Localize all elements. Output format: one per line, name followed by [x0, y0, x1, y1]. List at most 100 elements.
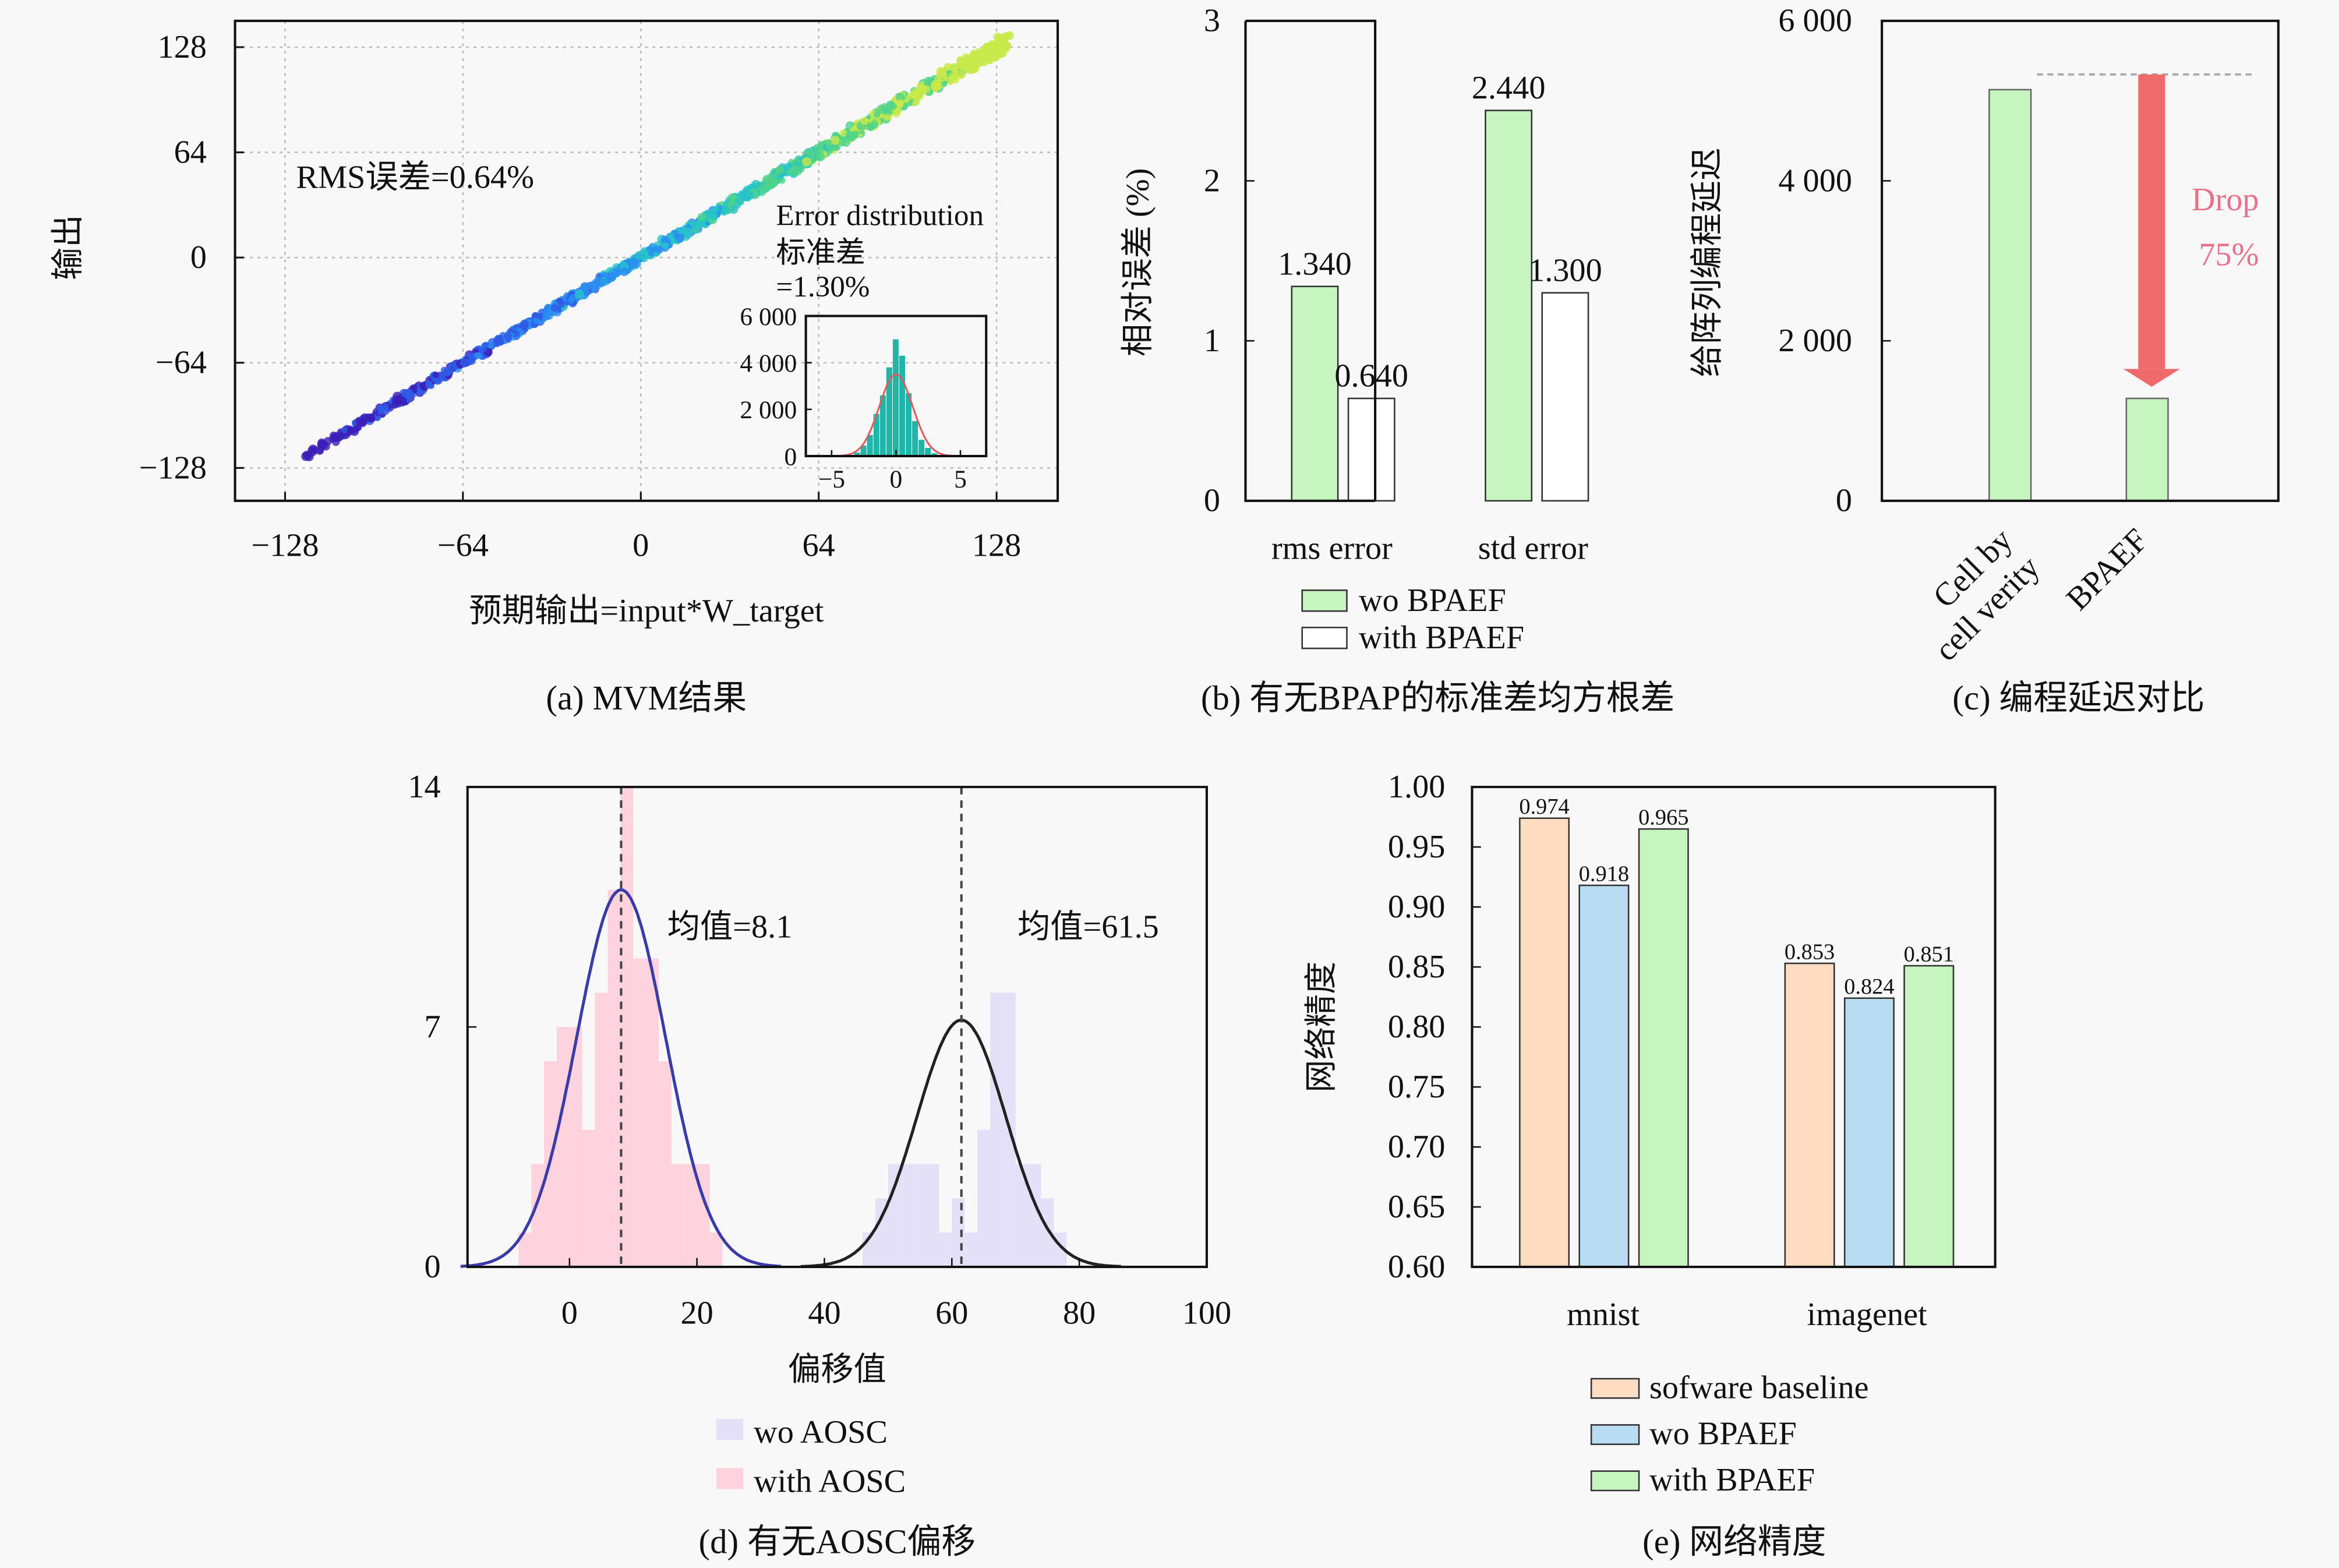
scatter-point: [952, 64, 959, 72]
scatter-point: [895, 107, 902, 114]
histogram-bar-with-aosc: [646, 958, 659, 1267]
scatter-point: [734, 197, 740, 204]
inset-x-tick-label: −5: [818, 465, 845, 493]
histogram-bar-with-aosc: [556, 1027, 570, 1267]
y-tick-label: 0.90: [1388, 889, 1446, 925]
histogram-bar-wo-aosc: [1015, 1164, 1029, 1267]
scatter-point: [970, 63, 980, 73]
scatter-point: [839, 129, 847, 137]
inset-histogram-bar: [931, 453, 938, 457]
bar-with-bpaef: [1541, 292, 1589, 502]
bar-value-label: 2.440: [1472, 70, 1546, 106]
inset-histogram-bar: [886, 367, 892, 457]
x-tick-label: 0: [633, 527, 649, 563]
scatter-point: [713, 206, 719, 213]
scatter-point: [595, 276, 602, 282]
y-tick-label: 0.60: [1388, 1249, 1446, 1285]
legend-swatch: [1590, 1378, 1640, 1399]
y-tick-label: −128: [139, 450, 207, 486]
scatter-point: [356, 418, 363, 426]
scatter-point: [425, 381, 433, 389]
caption-e: (e) 网络精度: [1642, 1523, 1826, 1560]
y-tick-label: 0: [1836, 483, 1852, 519]
scatter-point: [787, 168, 794, 175]
scatter-point: [745, 191, 754, 199]
scatter-point: [884, 114, 891, 121]
scatter-point: [751, 179, 761, 189]
inset-title-line-1: Error distribution: [776, 199, 984, 232]
scatter-point: [941, 72, 948, 78]
y-tick-label: −64: [156, 345, 207, 381]
bar-wo-bpaef: [1291, 285, 1339, 502]
scatter-point: [368, 414, 376, 422]
plot-frame: [1471, 786, 1997, 1269]
drop-arrow-head: [2123, 369, 2180, 387]
inset-histogram-bar: [899, 355, 905, 457]
scatter-point: [980, 55, 986, 62]
scatter-point: [684, 227, 691, 234]
scatter-point: [983, 43, 990, 50]
scatter-point: [467, 356, 476, 365]
inset-title-line-2: 标准差: [776, 236, 865, 269]
y-tick-label: 7: [425, 1009, 441, 1045]
scatter-point: [982, 49, 988, 55]
histogram-bar-wo-aosc: [913, 1164, 927, 1267]
scatter-point: [1004, 31, 1012, 39]
histogram-bar-with-aosc: [684, 1164, 697, 1267]
accuracy-bar: [1784, 962, 1835, 1268]
latency-bar: [1988, 89, 2032, 502]
accuracy-bar: [1638, 828, 1689, 1268]
accuracy-bar: [1843, 997, 1895, 1268]
scatter-point: [764, 181, 774, 190]
scatter-point: [992, 41, 999, 48]
scatter-point: [814, 145, 824, 155]
scatter-point: [959, 57, 966, 63]
y-tick-label: 6 000: [1778, 3, 1852, 39]
x-category-label: std error: [1478, 531, 1588, 567]
histogram-bar-wo-aosc: [926, 1164, 939, 1267]
histogram-bar-with-aosc: [607, 889, 621, 1267]
legend-swatch: [1301, 627, 1348, 649]
y-tick-label: 0.80: [1388, 1009, 1446, 1045]
y-tick-label: 1.00: [1388, 769, 1446, 805]
y-tick-label: 2 000: [1778, 323, 1852, 359]
y-tick-label: 0: [190, 239, 207, 276]
x-tick-label: 0: [561, 1295, 578, 1331]
y-tick-label: 3: [1204, 3, 1220, 39]
scatter-point: [474, 352, 482, 359]
drop-label: Drop: [2192, 182, 2259, 218]
scatter-point: [341, 426, 348, 433]
scatter-point: [442, 368, 451, 377]
scatter-point: [944, 62, 952, 71]
scatter-point: [907, 92, 914, 99]
histogram-bar-with-aosc: [709, 1232, 723, 1267]
y-axis-label: 相对误差 (%): [1120, 168, 1156, 357]
scatter-point: [460, 358, 469, 368]
scatter-point: [870, 120, 879, 129]
inset-y-tick-label: 4 000: [740, 349, 797, 377]
legend-label: with BPAEF: [1649, 1462, 1815, 1498]
scatter-point: [896, 93, 906, 103]
accuracy-bar: [1578, 884, 1630, 1268]
scatter-point: [521, 322, 528, 329]
inset-histogram-bar: [918, 439, 925, 457]
drop-arrow-shaft: [2138, 74, 2165, 369]
scatter-point: [830, 135, 840, 145]
histogram-bar-wo-aosc: [900, 1164, 914, 1267]
y-tick-label: 0.65: [1388, 1189, 1446, 1225]
scatter-point: [419, 382, 426, 389]
scatter-point: [558, 300, 566, 308]
scatter-point: [931, 80, 941, 90]
y-tick-label: 2: [1204, 163, 1220, 199]
scatter-point: [503, 332, 513, 341]
caption-c: (c) 编程延迟对比: [1952, 679, 2204, 717]
scatter-point: [667, 232, 676, 241]
bar-value-label: 0.918: [1579, 861, 1629, 886]
scatter-point: [727, 201, 734, 208]
inset-histogram-bar: [906, 393, 912, 457]
histogram-bar-with-aosc: [582, 1129, 595, 1267]
y-tick-label: 0.85: [1388, 949, 1446, 985]
bar-value-label: 0.974: [1519, 794, 1569, 819]
